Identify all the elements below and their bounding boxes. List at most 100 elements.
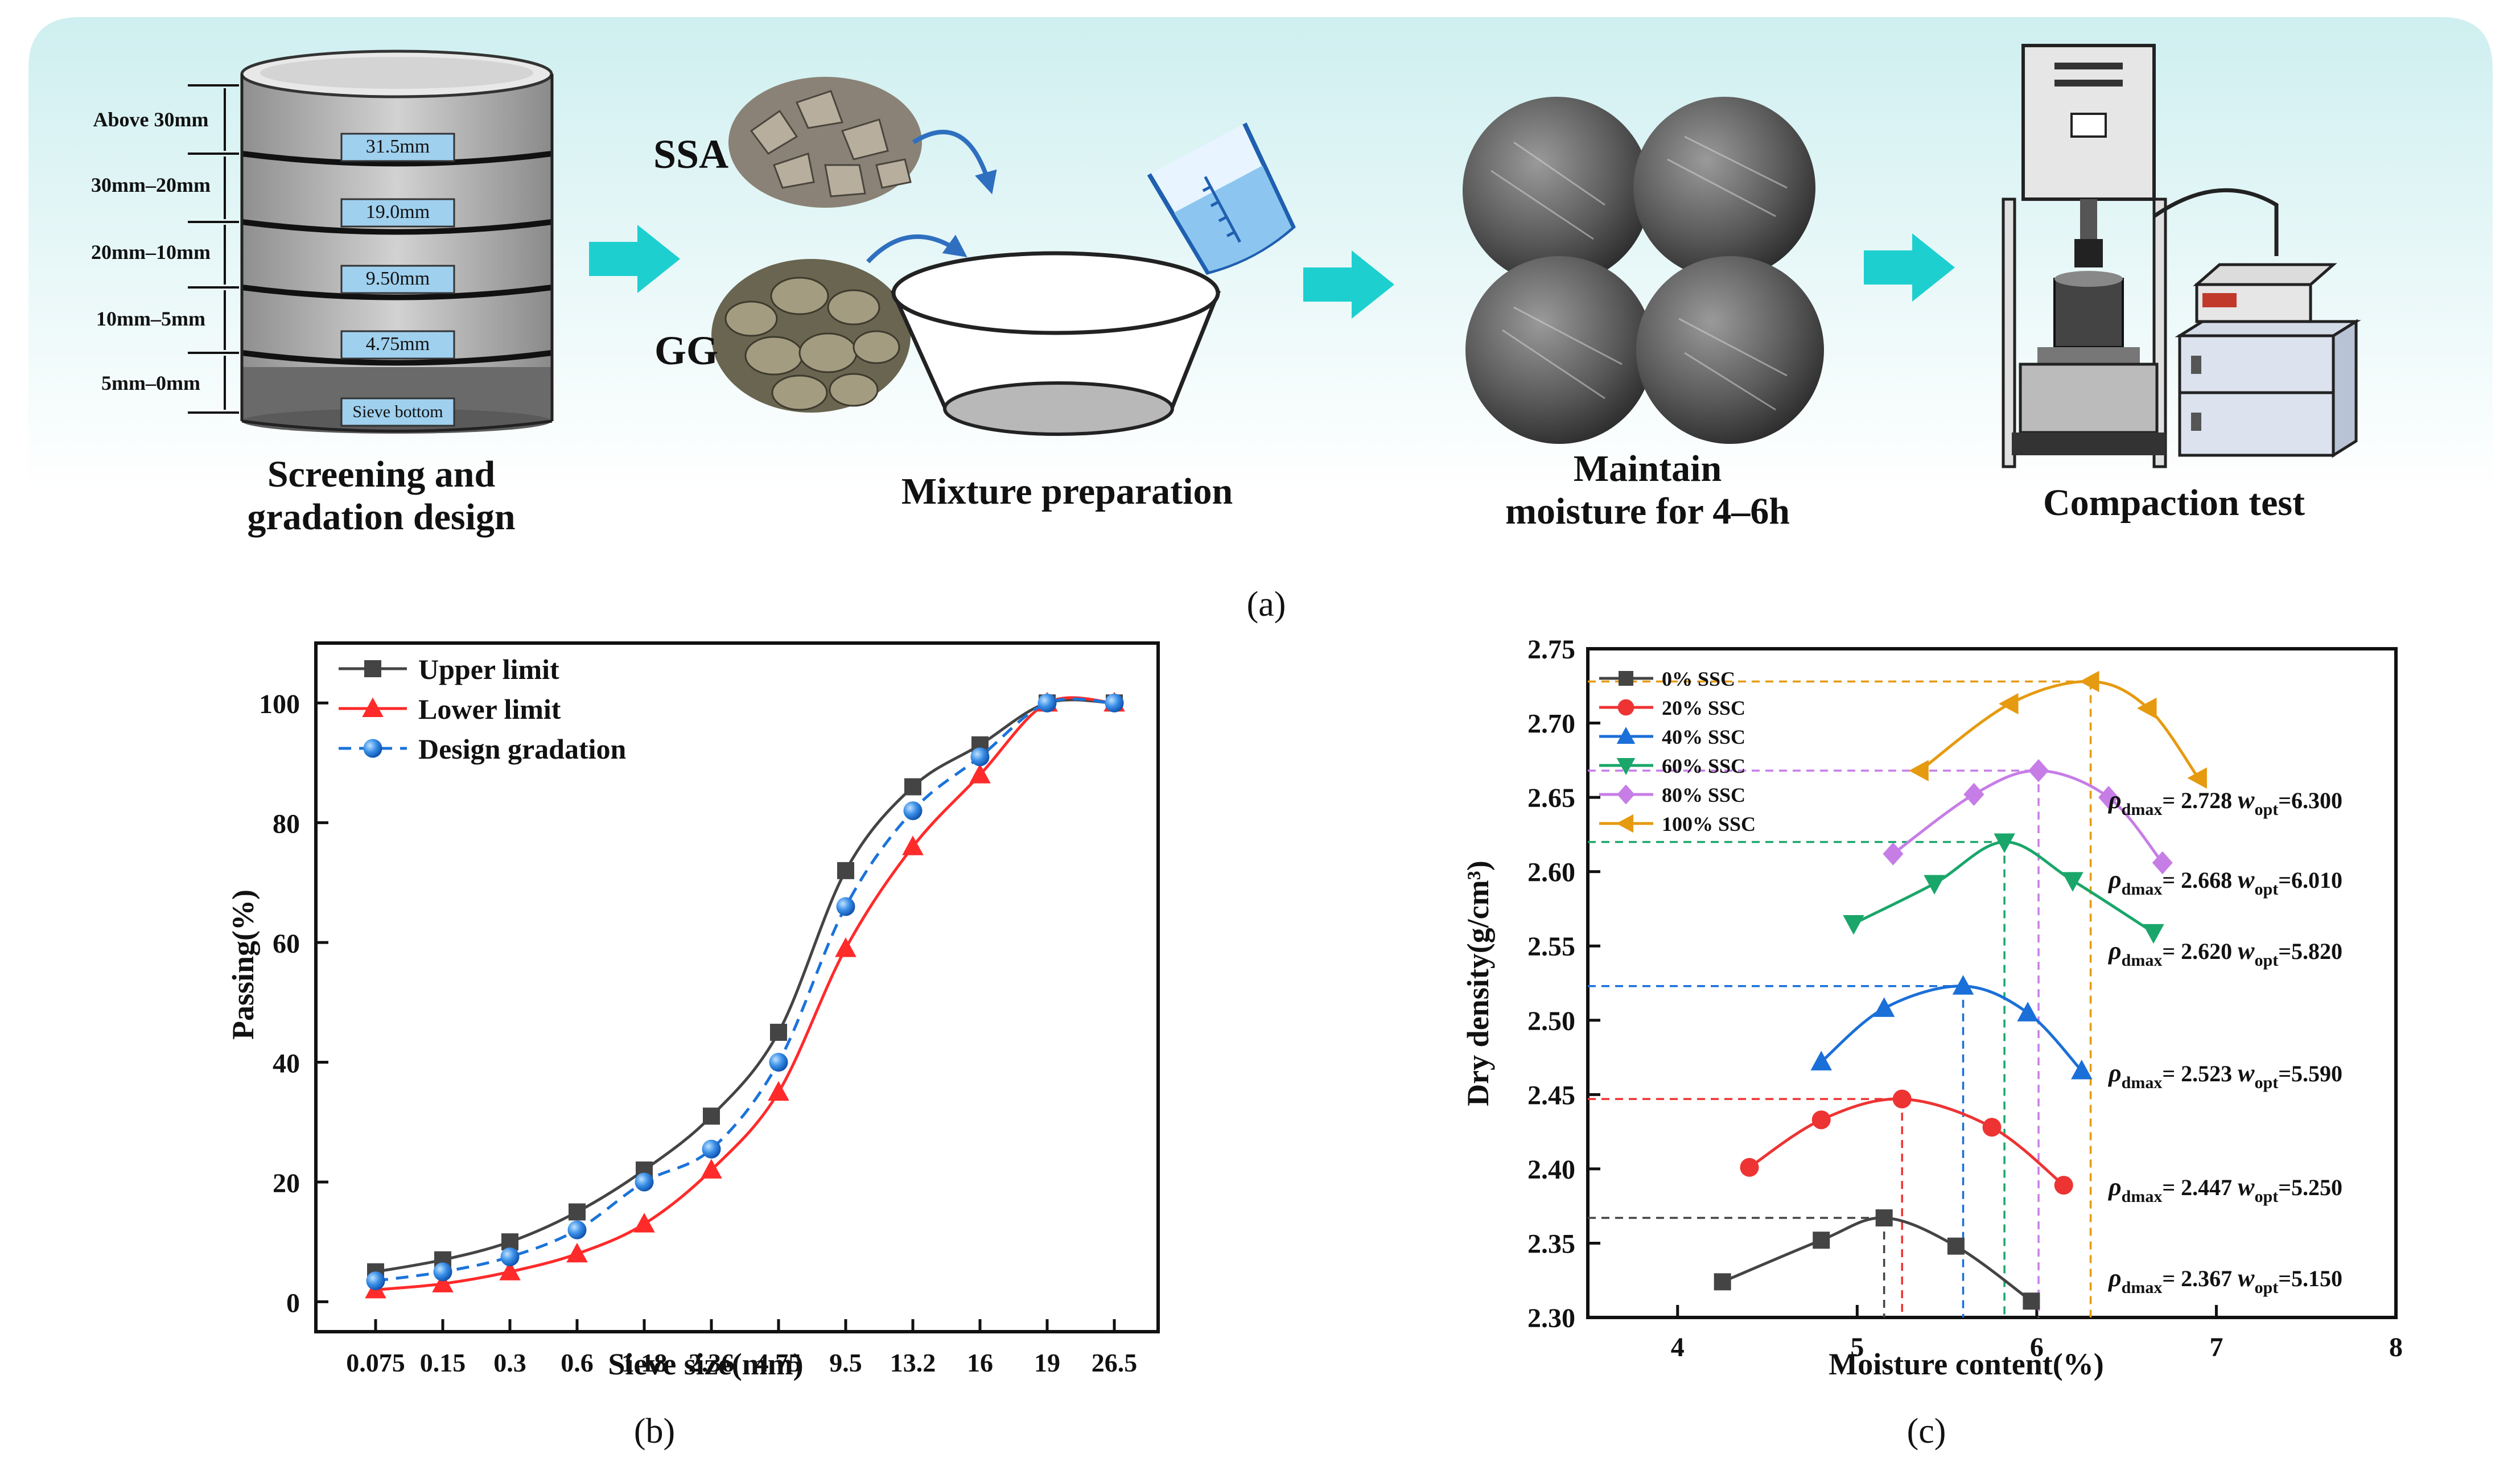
chart-c-legend-label: 60% SSC bbox=[1662, 755, 1745, 777]
step3-title-line1: Maintain bbox=[1574, 448, 1722, 489]
sieve-range-labels: Above 30mm 30mm–20mm 20mm–10mm 10mm–5mm 5mm–… bbox=[91, 84, 239, 414]
chart-b-data-point bbox=[566, 1242, 588, 1263]
sieve-range-label: Above 30mm bbox=[93, 108, 209, 131]
chart-c-ylabel: Dry density(g/cm³) bbox=[1461, 860, 1495, 1106]
chart-c-peak-annotation: ρdmax= 2.447 wopt=5.250 bbox=[2107, 1173, 2342, 1206]
chart-b-data-point bbox=[902, 835, 924, 855]
sieve-size-label: Sieve bottom bbox=[352, 402, 443, 421]
sieve-range-label: 5mm–0mm bbox=[101, 372, 200, 394]
gg-label: GG bbox=[654, 328, 718, 373]
chart-c-data-point bbox=[2152, 851, 2173, 875]
chart-c-series-line bbox=[1820, 985, 2083, 1072]
chart-b-xtick-label: 2.36 bbox=[689, 1348, 735, 1377]
sieve-size-labels: 31.5mm 19.0mm 9.50mm 4.75mm Sieve bottom bbox=[352, 136, 443, 421]
chart-b-xtick-label: 4.75 bbox=[756, 1348, 802, 1377]
chart-c-ytick-label: 2.75 bbox=[1527, 635, 1575, 665]
chart-c-ytick-label: 2.35 bbox=[1527, 1229, 1575, 1259]
chart-b-legend-label: Design gradation bbox=[418, 733, 627, 765]
chart-b-data-point bbox=[970, 747, 990, 767]
chart-c-ytick-label: 2.60 bbox=[1527, 858, 1575, 888]
chart-c-xtick-label: 8 bbox=[2389, 1332, 2403, 1362]
chart-b-data-point bbox=[635, 1172, 654, 1192]
flow-arrow-1 bbox=[589, 225, 680, 293]
chart-b-ylabel: Passing(%) bbox=[226, 890, 260, 1040]
chart-c-peak-annotation: ρdmax= 2.367 wopt=5.150 bbox=[2107, 1264, 2342, 1297]
chart-c-data-point bbox=[1810, 1051, 1832, 1070]
chart-c-xtick-label: 7 bbox=[2209, 1332, 2223, 1362]
cured-samples-photo bbox=[1463, 97, 1824, 444]
chart-b-xtick-label: 0.15 bbox=[420, 1348, 466, 1377]
chart-c-legend-label: 0% SSC bbox=[1662, 668, 1735, 690]
chart-c-legend-marker bbox=[1616, 814, 1633, 833]
chart-c-data-point bbox=[1952, 975, 1974, 995]
chart-b-legend-label: Lower limit bbox=[418, 693, 561, 725]
chart-c-series-line bbox=[1722, 1216, 2032, 1303]
chart-c-data-point bbox=[1843, 915, 1864, 935]
chart-c-data-point bbox=[2071, 1060, 2093, 1080]
chart-c-data-point bbox=[2143, 924, 2164, 944]
step2-title: Mixture preparation bbox=[901, 471, 1233, 512]
chart-b-data-point bbox=[835, 937, 857, 957]
chart-c-legend-label: 100% SSC bbox=[1662, 813, 1756, 835]
chart-b-series-line bbox=[375, 697, 1115, 1283]
chart-b-xtick-label: 19 bbox=[1034, 1348, 1060, 1377]
chart-c-series-line bbox=[1919, 680, 2200, 779]
chart-b-data-point bbox=[769, 1053, 788, 1072]
chart-c-legend-marker bbox=[1617, 699, 1634, 716]
chart-b-y-axis: 0 20 40 60 80 100 bbox=[259, 689, 328, 1318]
chart-c-data-point bbox=[2062, 872, 2083, 892]
chart-b-legend-marker bbox=[363, 739, 382, 758]
chart-c-data-point bbox=[1740, 1158, 1759, 1177]
chart-c-data-point bbox=[2080, 670, 2099, 693]
chart-b-ytick-label: 100 bbox=[259, 689, 300, 719]
chart-b-data-point bbox=[433, 1262, 452, 1282]
chart-c-data-point bbox=[2028, 759, 2049, 783]
panel-a-label: (a) bbox=[1247, 585, 1286, 624]
panel-c-label: (c) bbox=[1907, 1412, 1946, 1451]
chart-b-data-point bbox=[567, 1220, 587, 1239]
chart-b-legend-label: Upper limit bbox=[418, 653, 559, 685]
flow-arrow-2 bbox=[1303, 250, 1394, 319]
chart-c-data-point bbox=[1924, 875, 1945, 895]
chart-c-data-point bbox=[1875, 1209, 1893, 1227]
chart-b-ytick-label: 20 bbox=[273, 1168, 300, 1199]
chart-c-data-point bbox=[1994, 833, 2015, 853]
mixing-bowl-illustration bbox=[890, 251, 1221, 436]
chart-b-xtick-label: 13.2 bbox=[890, 1348, 936, 1377]
chart-b-ytick-label: 0 bbox=[286, 1288, 300, 1318]
chart-b-ytick-label: 80 bbox=[273, 809, 300, 839]
sieve-size-label: 31.5mm bbox=[366, 136, 430, 157]
chart-c-peak-annotation: ρdmax= 2.523 wopt=5.590 bbox=[2107, 1059, 2342, 1092]
chart-c-data-point bbox=[1909, 760, 1929, 781]
banner-background bbox=[28, 17, 2493, 489]
ssa-label: SSA bbox=[653, 131, 728, 177]
chart-c-data-point bbox=[1873, 997, 1895, 1017]
panel-c-compaction-chart: 2.30 2.35 2.40 2.45 2.50 2.55 2.60 2.65 2.70 2.75… bbox=[1461, 635, 2403, 1451]
chart-c-ytick-label: 2.30 bbox=[1527, 1303, 1575, 1333]
chart-c-guide-lines bbox=[1588, 680, 2092, 1317]
step1-title-line1: Screening and bbox=[267, 454, 495, 495]
chart-b-data-point bbox=[366, 1271, 385, 1291]
chart-b-legend-marker bbox=[364, 660, 381, 677]
chart-c-ytick-label: 2.50 bbox=[1527, 1006, 1575, 1036]
ssa-aggregate-image bbox=[728, 77, 922, 208]
chart-b-data-point bbox=[500, 1247, 520, 1266]
chart-c-legend-marker bbox=[1616, 727, 1636, 744]
chart-c-legend-label: 40% SSC bbox=[1662, 726, 1745, 748]
chart-b-series bbox=[365, 691, 1125, 1299]
sieve-range-label: 20mm–10mm bbox=[91, 241, 211, 263]
curved-arrow-ssa bbox=[912, 130, 997, 195]
chart-c-data-point bbox=[1947, 1237, 1965, 1255]
chart-b-data-point bbox=[499, 1261, 521, 1280]
compaction-apparatus-illustration bbox=[2002, 44, 2361, 468]
chart-b-frame bbox=[314, 641, 1160, 1333]
chart-c-data-point bbox=[1982, 1118, 2002, 1137]
chart-b-data-point bbox=[633, 1213, 655, 1233]
chart-c-data-point bbox=[2137, 697, 2157, 719]
water-beaker-illustration bbox=[1147, 122, 1296, 275]
chart-b-data-point bbox=[1105, 693, 1124, 713]
chart-c-data-point bbox=[2098, 785, 2119, 809]
chart-c-data-point bbox=[2187, 767, 2207, 789]
chart-c-xtick-label: 5 bbox=[1850, 1332, 1864, 1362]
